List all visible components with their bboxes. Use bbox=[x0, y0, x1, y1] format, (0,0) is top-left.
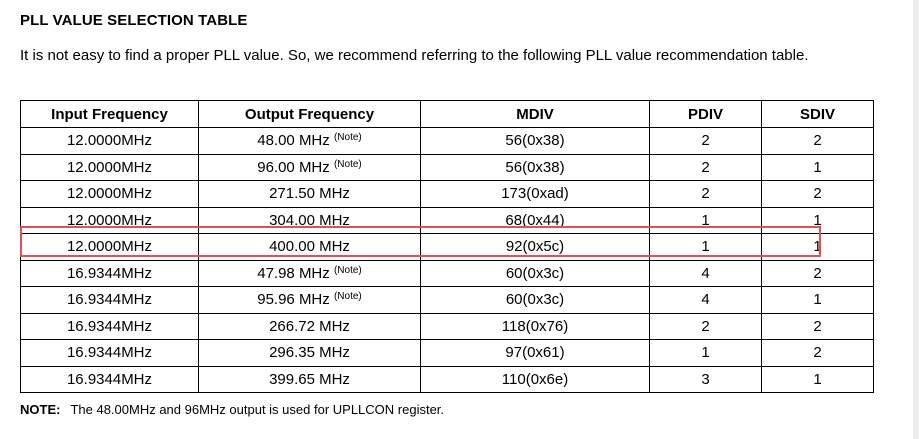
header-mdiv: MDIV bbox=[420, 100, 650, 128]
cell-sdiv: 1 bbox=[761, 206, 874, 234]
cell-pdiv: 4 bbox=[649, 259, 762, 287]
cell-output-frequency: 271.50 MHz bbox=[198, 180, 421, 208]
cell-mdiv: 56(0x38) bbox=[420, 153, 650, 181]
note-marker: (Note) bbox=[333, 291, 362, 303]
note-marker: (Note) bbox=[333, 264, 362, 276]
scrollbar-track[interactable] bbox=[913, 0, 919, 439]
output-frequency-value: 296.35 MHz bbox=[269, 344, 350, 362]
cell-pdiv: 3 bbox=[649, 365, 762, 393]
footnote-label: NOTE: bbox=[20, 402, 61, 417]
header-sdiv: SDIV bbox=[761, 100, 874, 128]
table-row-highlighted: 12.0000MHz 400.00 MHz 92(0x5c) 1 1 bbox=[20, 233, 874, 261]
table-row: 16.9344MHz 296.35 MHz 97(0x61) 1 2 bbox=[20, 339, 874, 367]
intro-paragraph: It is not easy to find a proper PLL valu… bbox=[20, 47, 809, 64]
cell-mdiv: 92(0x5c) bbox=[420, 233, 650, 261]
cell-sdiv: 1 bbox=[761, 233, 874, 261]
output-frequency-value: 48.00 MHz bbox=[257, 132, 330, 150]
table-header-row: Input Frequency Output Frequency MDIV PD… bbox=[20, 100, 874, 128]
table-body: 12.0000MHz 48.00 MHz (Note) 56(0x38) 2 2 12.0… bbox=[20, 127, 874, 393]
cell-sdiv: 1 bbox=[761, 365, 874, 393]
cell-output-frequency: 304.00 MHz bbox=[198, 206, 421, 234]
table-row: 16.9344MHz 95.96 MHz (Note) 60(0x3c) 4 1 bbox=[20, 286, 874, 314]
pll-value-table: Input Frequency Output Frequency MDIV PD… bbox=[20, 100, 874, 393]
cell-input-frequency: 16.9344MHz bbox=[20, 286, 199, 314]
header-input-frequency: Input Frequency bbox=[20, 100, 199, 128]
table-row: 16.9344MHz 47.98 MHz (Note) 60(0x3c) 4 2 bbox=[20, 259, 874, 287]
cell-input-frequency: 16.9344MHz bbox=[20, 312, 199, 340]
cell-input-frequency: 12.0000MHz bbox=[20, 206, 199, 234]
cell-mdiv: 68(0x44) bbox=[420, 206, 650, 234]
cell-sdiv: 2 bbox=[761, 259, 874, 287]
cell-pdiv: 2 bbox=[649, 312, 762, 340]
output-frequency-value: 304.00 MHz bbox=[269, 211, 350, 229]
note-marker: (Note) bbox=[333, 158, 362, 170]
output-frequency-value: 47.98 MHz bbox=[257, 264, 330, 282]
table-row: 12.0000MHz 48.00 MHz (Note) 56(0x38) 2 2 bbox=[20, 127, 874, 155]
cell-mdiv: 56(0x38) bbox=[420, 127, 650, 155]
output-frequency-value: 400.00 MHz bbox=[269, 238, 350, 256]
cell-input-frequency: 16.9344MHz bbox=[20, 365, 199, 393]
cell-output-frequency: 399.65 MHz bbox=[198, 365, 421, 393]
cell-input-frequency: 12.0000MHz bbox=[20, 127, 199, 155]
cell-pdiv: 1 bbox=[649, 339, 762, 367]
cell-output-frequency: 48.00 MHz (Note) bbox=[198, 127, 421, 155]
cell-mdiv: 110(0x6e) bbox=[420, 365, 650, 393]
cell-pdiv: 1 bbox=[649, 206, 762, 234]
cell-pdiv: 2 bbox=[649, 153, 762, 181]
output-frequency-value: 271.50 MHz bbox=[269, 185, 350, 203]
section-title: PLL VALUE SELECTION TABLE bbox=[20, 12, 248, 29]
footnote: NOTE: The 48.00MHz and 96MHz output is us… bbox=[20, 402, 444, 417]
header-pdiv: PDIV bbox=[649, 100, 762, 128]
cell-output-frequency: 95.96 MHz (Note) bbox=[198, 286, 421, 314]
cell-sdiv: 2 bbox=[761, 312, 874, 340]
cell-sdiv: 2 bbox=[761, 180, 874, 208]
cell-sdiv: 2 bbox=[761, 339, 874, 367]
cell-output-frequency: 47.98 MHz (Note) bbox=[198, 259, 421, 287]
table-row: 12.0000MHz 96.00 MHz (Note) 56(0x38) 2 1 bbox=[20, 153, 874, 181]
cell-pdiv: 2 bbox=[649, 127, 762, 155]
output-frequency-value: 399.65 MHz bbox=[269, 370, 350, 388]
output-frequency-value: 96.00 MHz bbox=[257, 158, 330, 176]
cell-mdiv: 173(0xad) bbox=[420, 180, 650, 208]
cell-input-frequency: 12.0000MHz bbox=[20, 180, 199, 208]
cell-pdiv: 1 bbox=[649, 233, 762, 261]
cell-output-frequency: 266.72 MHz bbox=[198, 312, 421, 340]
cell-output-frequency: 296.35 MHz bbox=[198, 339, 421, 367]
table-row: 16.9344MHz 399.65 MHz 110(0x6e) 3 1 bbox=[20, 365, 874, 393]
table-row: 12.0000MHz 271.50 MHz 173(0xad) 2 2 bbox=[20, 180, 874, 208]
table-row: 16.9344MHz 266.72 MHz 118(0x76) 2 2 bbox=[20, 312, 874, 340]
cell-sdiv: 1 bbox=[761, 153, 874, 181]
cell-output-frequency: 400.00 MHz bbox=[198, 233, 421, 261]
cell-mdiv: 118(0x76) bbox=[420, 312, 650, 340]
cell-sdiv: 1 bbox=[761, 286, 874, 314]
cell-pdiv: 2 bbox=[649, 180, 762, 208]
cell-mdiv: 60(0x3c) bbox=[420, 286, 650, 314]
output-frequency-value: 95.96 MHz bbox=[257, 291, 330, 309]
table-row: 12.0000MHz 304.00 MHz 68(0x44) 1 1 bbox=[20, 206, 874, 234]
cell-pdiv: 4 bbox=[649, 286, 762, 314]
cell-sdiv: 2 bbox=[761, 127, 874, 155]
cell-input-frequency: 12.0000MHz bbox=[20, 153, 199, 181]
cell-input-frequency: 12.0000MHz bbox=[20, 233, 199, 261]
cell-input-frequency: 16.9344MHz bbox=[20, 339, 199, 367]
header-output-frequency: Output Frequency bbox=[198, 100, 421, 128]
cell-output-frequency: 96.00 MHz (Note) bbox=[198, 153, 421, 181]
footnote-text: The 48.00MHz and 96MHz output is used fo… bbox=[70, 402, 445, 417]
cell-input-frequency: 16.9344MHz bbox=[20, 259, 199, 287]
note-marker: (Note) bbox=[333, 132, 362, 144]
cell-mdiv: 97(0x61) bbox=[420, 339, 650, 367]
cell-mdiv: 60(0x3c) bbox=[420, 259, 650, 287]
output-frequency-value: 266.72 MHz bbox=[269, 317, 350, 335]
